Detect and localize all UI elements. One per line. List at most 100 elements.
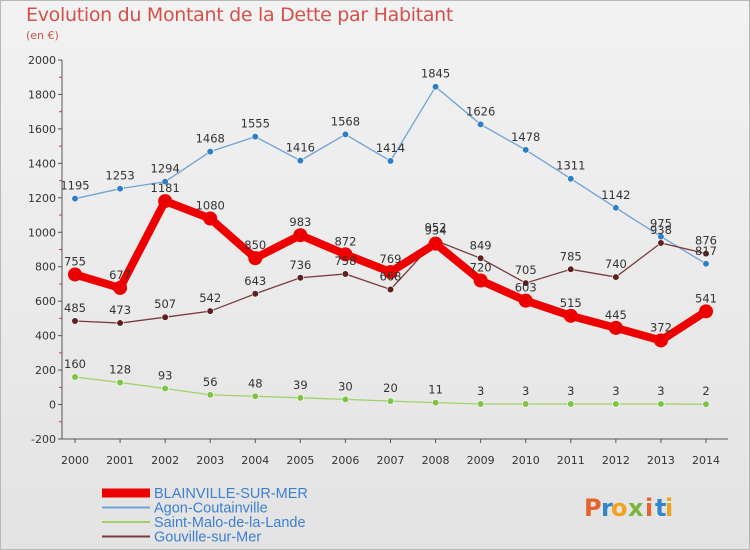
legend-label-gouville-sur-mer: Gouville-sur-Mer [154,530,261,546]
point-agon-coutainville [116,185,124,193]
data-label-blainville-sur-mer: 755 [64,254,86,268]
point-gouville-sur-mer [612,273,620,281]
point-saint-malo-de-la-lande [116,378,124,387]
logo-letter: t [655,494,666,522]
data-label-agon-coutainville: 1253 [105,169,134,183]
point-blainville-sur-mer [428,236,443,251]
data-label-agon-coutainville: 1555 [241,117,270,131]
logo-letter: i [645,494,653,522]
data-label-agon-coutainville: 975 [650,217,672,231]
data-label-gouville-sur-mer: 668 [380,269,402,283]
data-label-blainville-sur-mer: 541 [695,291,717,305]
value-labels: 1195 1253 1294 1468 1555 1416 1568 1414 1845 1626… [60,67,717,398]
data-label-blainville-sur-mer: 1080 [196,198,225,212]
data-label-gouville-sur-mer: 643 [244,274,266,288]
point-blainville-sur-mer [113,280,128,295]
point-blainville-sur-mer [473,273,488,288]
data-label-gouville-sur-mer: 473 [109,303,131,317]
data-label-saint-malo-de-la-lande: 39 [293,378,308,392]
data-label-agon-coutainville: 1845 [421,67,450,81]
y-tick-label: 1400 [28,157,56,170]
point-blainville-sur-mer [248,251,263,266]
data-label-agon-coutainville: 1142 [601,188,630,202]
data-label-agon-coutainville: 1414 [376,141,405,155]
data-label-gouville-sur-mer: 785 [560,249,582,263]
x-tick-label: 2000 [61,454,89,467]
y-tick-label: 1200 [28,192,56,205]
point-gouville-sur-mer [116,319,124,327]
legend-label-saint-malo-de-la-lande: Saint-Malo-de-la-Lande [154,515,306,531]
point-blainville-sur-mer [158,194,173,209]
data-label-saint-malo-de-la-lande: 20 [383,381,398,395]
data-label-saint-malo-de-la-lande: 3 [567,384,574,398]
data-label-gouville-sur-mer: 705 [515,263,537,277]
legend-label-blainville-sur-mer: BLAINVILLE-SUR-MER [154,486,308,502]
data-label-agon-coutainville: 1311 [556,159,585,173]
point-saint-malo-de-la-lande [161,384,169,393]
y-tick-label: 1600 [28,123,56,136]
point-gouville-sur-mer [71,317,79,325]
point-gouville-sur-mer [522,279,530,287]
data-label-gouville-sur-mer: 542 [199,291,221,305]
y-tick-label: 600 [35,295,56,308]
point-blainville-sur-mer [203,211,218,226]
point-gouville-sur-mer [251,290,259,298]
point-saint-malo-de-la-lande [71,373,79,381]
point-agon-coutainville [251,133,259,141]
data-label-blainville-sur-mer: 872 [334,234,356,248]
data-label-gouville-sur-mer: 736 [289,258,311,272]
data-label-blainville-sur-mer: 769 [380,252,402,266]
unit-label: (en €) [26,29,59,42]
point-saint-malo-de-la-lande [431,399,440,407]
point-saint-malo-de-la-lande [386,397,395,405]
data-label-agon-coutainville: 1626 [466,104,495,118]
point-saint-malo-de-la-lande [296,394,304,402]
data-label-saint-malo-de-la-lande: 128 [109,362,131,376]
point-agon-coutainville [522,146,530,154]
data-label-saint-malo-de-la-lande: 11 [428,383,443,397]
legend: BLAINVILLE-SUR-MERAgon-CoutainvilleSaint… [102,486,308,546]
point-blainville-sur-mer [563,308,578,323]
data-label-saint-malo-de-la-lande: 3 [477,384,484,398]
data-label-blainville-sur-mer: 983 [289,215,311,229]
data-label-gouville-sur-mer: 952 [425,221,447,235]
data-label-saint-malo-de-la-lande: 93 [158,369,173,383]
data-label-gouville-sur-mer: 507 [154,297,176,311]
point-gouville-sur-mer [206,307,214,315]
data-label-agon-coutainville: 1478 [511,130,540,144]
point-saint-malo-de-la-lande [567,400,575,408]
point-agon-coutainville [431,83,440,91]
data-label-blainville-sur-mer: 677 [109,268,131,282]
x-tick-label: 2003 [196,454,224,467]
data-label-gouville-sur-mer: 758 [334,254,356,268]
y-tick-label: 800 [35,261,56,274]
data-label-saint-malo-de-la-lande: 30 [338,379,353,393]
data-label-gouville-sur-mer: 740 [605,257,627,271]
point-saint-malo-de-la-lande [477,400,485,408]
data-label-saint-malo-de-la-lande: 56 [203,375,218,389]
point-saint-malo-de-la-lande [251,392,259,400]
x-tick-label: 2009 [467,454,495,467]
data-label-blainville-sur-mer: 515 [560,296,582,310]
data-label-gouville-sur-mer: 849 [470,238,492,252]
x-tick-label: 2005 [286,454,314,467]
data-label-agon-coutainville: 1468 [196,132,225,146]
point-gouville-sur-mer [341,270,350,278]
logo-letter: o [611,494,628,522]
point-agon-coutainville [567,175,575,183]
point-saint-malo-de-la-lande [702,400,710,408]
point-blainville-sur-mer [293,228,308,243]
data-label-blainville-sur-mer: 372 [650,320,672,334]
point-blainville-sur-mer [518,293,533,308]
point-agon-coutainville [296,157,304,165]
data-label-saint-malo-de-la-lande: 3 [657,384,664,398]
point-blainville-sur-mer [68,267,82,282]
data-label-blainville-sur-mer: 850 [244,238,266,252]
logo-letter: r [601,494,613,522]
data-label-agon-coutainville: 1568 [331,114,360,128]
x-tick-label: 2010 [512,454,540,467]
data-label-saint-malo-de-la-lande: 3 [612,384,619,398]
y-tick-label: 400 [35,330,56,343]
chart-title: Evolution du Montant de la Dette par Hab… [26,4,454,26]
